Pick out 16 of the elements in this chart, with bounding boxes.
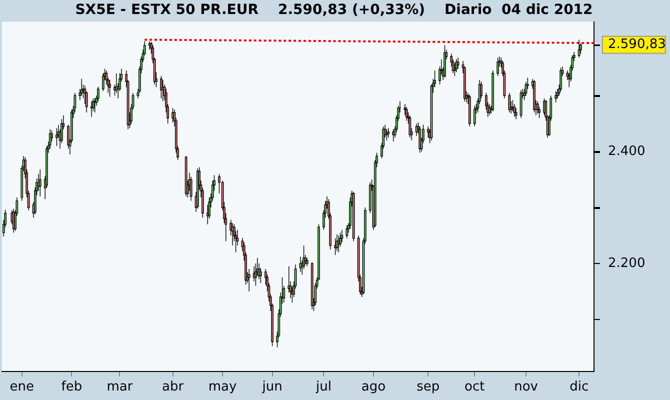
x-tick-label: dic xyxy=(570,380,589,395)
x-tick-label: feb xyxy=(61,380,82,395)
x-tick-label: jul xyxy=(314,380,332,395)
x-tick-label: ago xyxy=(361,380,386,395)
x-tick-label: mar xyxy=(106,380,134,395)
y-tick-label: 2.590,83 xyxy=(608,37,666,52)
x-tick-label: ene xyxy=(10,380,34,395)
x-tick-label: oct xyxy=(464,380,485,395)
x-tick-label: may xyxy=(208,380,238,395)
x-tick-label: abr xyxy=(162,380,184,395)
x-tick-label: nov xyxy=(514,380,538,395)
chart-title: SX5E - ESTX 50 PR.EUR 2.590,83 (+0,33%) Diario 04 dic 2012 xyxy=(75,2,593,18)
x-tick-label: sep xyxy=(416,380,440,395)
y-tick-label: 2.400 xyxy=(608,144,646,159)
x-tick-label: jun xyxy=(261,380,282,395)
y-tick-label: 2.200 xyxy=(608,256,646,271)
